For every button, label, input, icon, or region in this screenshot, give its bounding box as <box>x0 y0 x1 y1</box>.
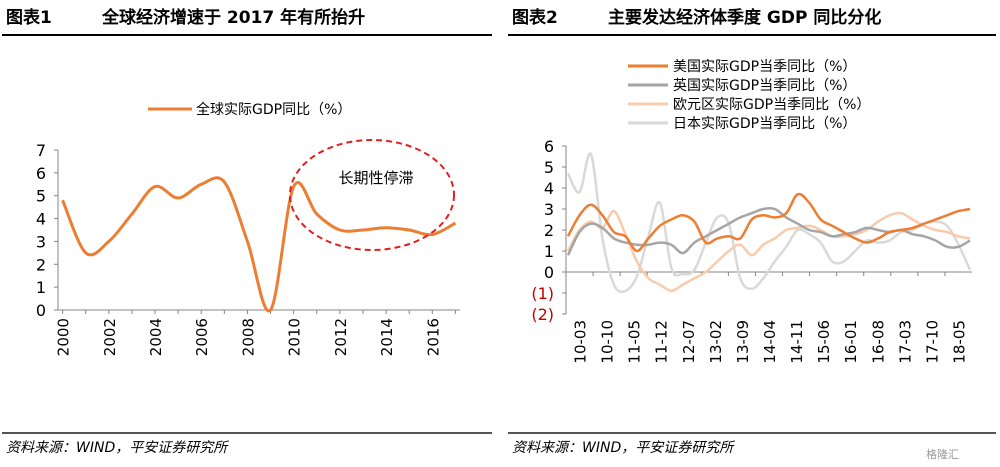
y-tick-label: 0 <box>36 301 46 320</box>
x-tick-label: 16-08 <box>869 320 887 364</box>
right-chart-panel: 图表2 主要发达经济体季度 GDP 同比分化 (2) (1) 0 1 2 3 4 5 6 10-03… <box>506 0 1000 467</box>
left-chart-panel: 图表1 全球经济增速于 2017 年有所抬升 0 1 2 3 4 5 6 7 2000 2002 20… <box>0 0 496 467</box>
x-tick-label: 18-05 <box>950 320 968 364</box>
left-source-rule <box>2 432 492 434</box>
x-tick-label: 2016 <box>424 318 442 356</box>
y-tick-label: 2 <box>544 221 554 240</box>
left-chart-title: 图表1 全球经济增速于 2017 年有所抬升 <box>6 3 365 28</box>
y-tick-label: 5 <box>544 158 554 177</box>
y-tick-label: (1) <box>531 284 554 303</box>
legend-label-japan: 日本实际GDP当季同比（%） <box>673 116 856 132</box>
right-chart-title-text: 主要发达经济体季度 GDP 同比分化 <box>608 8 882 28</box>
series-line-japan <box>566 152 972 294</box>
x-tick-label: 16-01 <box>842 320 860 364</box>
x-tick-label: 13-09 <box>734 320 752 364</box>
y-tick-label: 3 <box>544 200 554 219</box>
y-tick-label: 5 <box>36 187 46 206</box>
y-tick-label: 1 <box>36 278 46 297</box>
x-tick-label: 2012 <box>332 318 350 356</box>
y-tick-label: 6 <box>544 137 554 156</box>
y-tick-label: 6 <box>36 164 46 183</box>
stagnation-annotation: 长期性停滞 <box>338 169 413 187</box>
right-title-rule <box>508 34 996 36</box>
left-chart-label: 图表1 <box>6 8 52 28</box>
y-tick-label: (2) <box>531 305 554 324</box>
right-line-chart: (2) (1) 0 1 2 3 4 5 6 10-03 10-10 11-05 11-12 12-07 13… <box>531 59 972 364</box>
y-tick-label: 0 <box>544 263 554 282</box>
x-tick-label: 2008 <box>239 318 257 356</box>
x-tick-label: 14-11 <box>788 320 806 364</box>
x-tick-label: 12-07 <box>680 320 698 364</box>
x-tick-label: 11-12 <box>653 320 671 364</box>
right-chart-title: 图表2 主要发达经济体季度 GDP 同比分化 <box>512 3 881 28</box>
right-source-note: 资料来源：WIND，平安证券研究所 <box>512 440 734 456</box>
left-title-rule <box>2 34 492 36</box>
x-tick-label: 2000 <box>55 318 73 356</box>
x-tick-label: 2004 <box>147 318 165 356</box>
legend-label-global-gdp: 全球实际GDP同比（%） <box>196 101 351 118</box>
x-tick-label: 14-04 <box>761 320 779 364</box>
left-source-note: 资料来源：WIND，平安证券研究所 <box>6 440 228 456</box>
watermark-text: 格隆汇 <box>926 448 959 461</box>
x-tick-label: 2010 <box>286 318 304 356</box>
left-chart-title-text: 全球经济增速于 2017 年有所抬升 <box>102 8 366 28</box>
x-tick-label: 10-03 <box>572 320 590 364</box>
x-tick-label: 2002 <box>101 318 119 356</box>
x-tick-label: 17-10 <box>923 320 941 364</box>
left-line-chart: 0 1 2 3 4 5 6 7 2000 2002 2004 2006 2008 2010 2012 2014… <box>36 101 460 356</box>
right-source-rule <box>508 432 996 434</box>
x-tick-label: 15-06 <box>815 320 833 364</box>
x-tick-label: 2014 <box>378 318 396 356</box>
series-line-global-gdp <box>61 176 457 313</box>
right-chart-label: 图表2 <box>512 8 558 28</box>
y-tick-label: 2 <box>36 255 46 274</box>
x-tick-label: 11-05 <box>626 320 644 364</box>
y-tick-label: 7 <box>36 141 46 160</box>
legend-label-us: 美国实际GDP当季同比（%） <box>673 59 856 75</box>
stagnation-circle <box>289 139 455 251</box>
series-line-euro <box>566 209 971 293</box>
x-tick-label: 13-02 <box>707 320 725 364</box>
legend-label-uk: 英国实际GDP当季同比（%） <box>673 77 856 94</box>
y-tick-label: 1 <box>544 242 554 261</box>
x-tick-label: 2006 <box>193 318 211 356</box>
y-tick-label: 4 <box>544 179 554 198</box>
y-tick-label: 3 <box>36 232 46 251</box>
x-tick-label: 17-03 <box>896 320 914 364</box>
x-tick-label: 10-10 <box>599 320 617 364</box>
legend-label-euro: 欧元区实际GDP当季同比（%） <box>673 97 870 113</box>
series-line-us <box>566 192 971 253</box>
y-tick-label: 4 <box>36 210 46 229</box>
